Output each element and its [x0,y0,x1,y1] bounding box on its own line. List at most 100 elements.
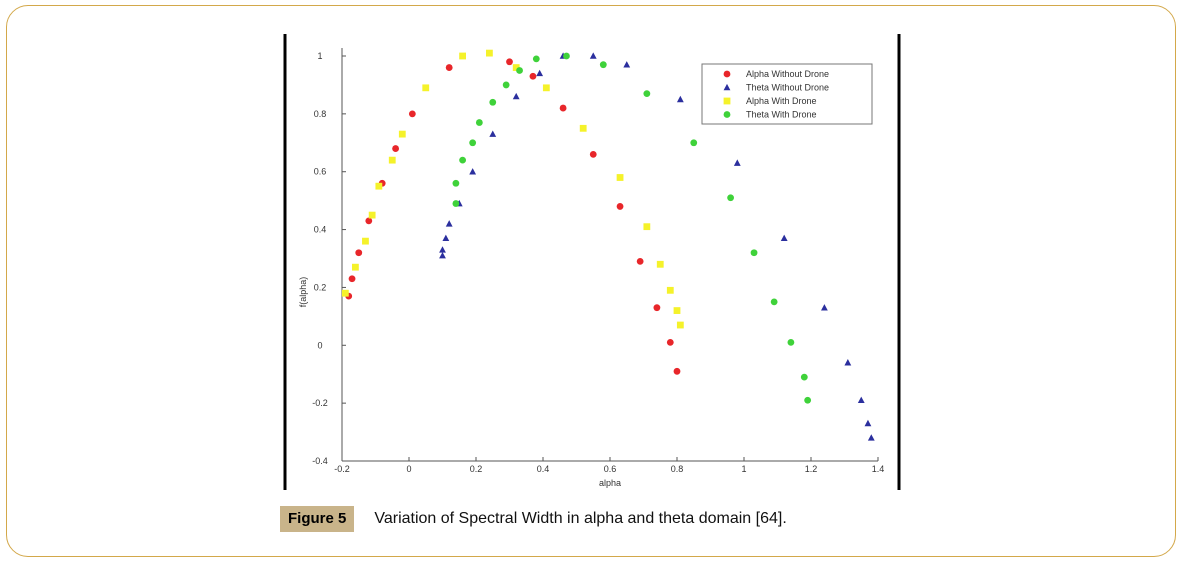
data-point [653,304,661,312]
data-point [506,58,513,66]
y-tick-label: 0 [317,340,322,350]
data-point [676,321,684,329]
legend-marker [723,97,731,105]
data-point [502,81,510,89]
data-point [844,359,852,366]
data-point [643,223,651,231]
x-tick-label: 1.2 [805,464,818,474]
data-point [489,130,497,137]
x-tick-label: 0.4 [537,464,550,474]
data-point [733,159,741,166]
data-point [559,104,567,112]
data-point [388,156,396,164]
data-point [459,52,466,60]
y-axis-label: f(alpha) [298,277,308,308]
data-point [616,203,624,210]
data-point [676,95,684,103]
x-tick-label: 0.2 [470,464,483,474]
series-4 [452,52,812,404]
y-tick-label: 1 [317,51,322,61]
data-point [512,64,520,71]
y-tick-label: -0.4 [312,456,328,466]
data-point [599,61,607,69]
data-point [439,252,446,259]
data-point [475,119,483,126]
data-point [787,338,795,346]
data-point [656,260,664,268]
data-point [469,139,477,147]
legend-label: Theta Without Drone [746,83,829,93]
data-point [821,304,828,311]
data-point [666,338,674,346]
data-point [375,182,383,190]
x-tick-label: 1 [741,464,746,474]
data-point [365,217,373,225]
x-tick-label: 0 [406,464,411,474]
data-point [489,98,497,106]
data-point [348,275,356,283]
x-tick-label: 0.8 [671,464,684,474]
y-tick-label: 0.8 [314,109,327,119]
legend-label: Alpha Without Drone [746,69,829,79]
data-point [341,289,349,297]
data-point [542,84,550,92]
x-axis-label: alpha [599,478,621,488]
caption-text: Variation of Spectral Width in alpha and… [374,510,787,527]
axes: -0.2 0 0.2 0.4 0.6 0.8 1 1.2 1.4 -0.4 -0.2 0 0.2 0.4 0… [312,48,884,474]
data-point [563,52,570,60]
data-point [666,286,674,294]
figure-chart: -0.2 0 0.2 0.4 0.6 0.8 1 1.2 1.4 -0.4 -0.2 0 0.2 0.4 0… [282,34,902,490]
y-tick-label: 0.4 [314,225,327,235]
legend-marker [723,70,731,78]
figure-label: Figure 5 [280,506,355,532]
figure-caption: Figure 5 Variation of Spectral Width in … [280,506,787,532]
data-point [770,298,778,306]
legend-marker [723,111,731,118]
chart-legend: Alpha Without Drone Theta Without Drone Al… [701,63,873,125]
data-point [452,200,460,207]
data-point [589,52,597,59]
data-point [439,246,446,253]
data-point [643,90,651,98]
x-tick-label: 0.6 [604,464,617,474]
data-point [459,156,466,164]
legend-marker [723,83,731,91]
data-point [616,174,624,181]
data-point [529,72,537,80]
y-tick-label: -0.2 [312,398,328,408]
data-point [516,67,523,74]
data-point [445,64,453,71]
data-point [673,307,681,314]
data-point [750,249,758,257]
data-point [673,367,681,375]
y-tick-label: 0.2 [314,282,327,292]
series-3 [341,49,684,329]
data-point [486,49,493,57]
series-2 [439,52,875,441]
data-point [512,92,520,100]
data-point [352,263,359,271]
data-point [864,419,872,427]
data-point [804,396,812,404]
data-point [636,257,644,265]
data-point [857,396,865,404]
data-point [362,237,369,245]
data-point [368,211,376,219]
x-tick-label: -0.2 [334,464,350,474]
legend-label: Alpha With Drone [746,96,817,106]
data-point [532,55,540,63]
y-tick-label: 0.6 [314,167,327,177]
data-point [392,145,399,152]
data-point [780,234,788,242]
data-point [398,130,406,138]
data-point [867,434,875,441]
data-point [469,168,477,175]
data-point [355,249,363,257]
data-point [536,69,544,77]
x-tick-label: 1.4 [872,464,885,474]
data-point [442,234,450,242]
data-point [690,139,698,147]
data-point [589,150,597,158]
data-point [727,194,734,202]
data-point [800,373,808,381]
